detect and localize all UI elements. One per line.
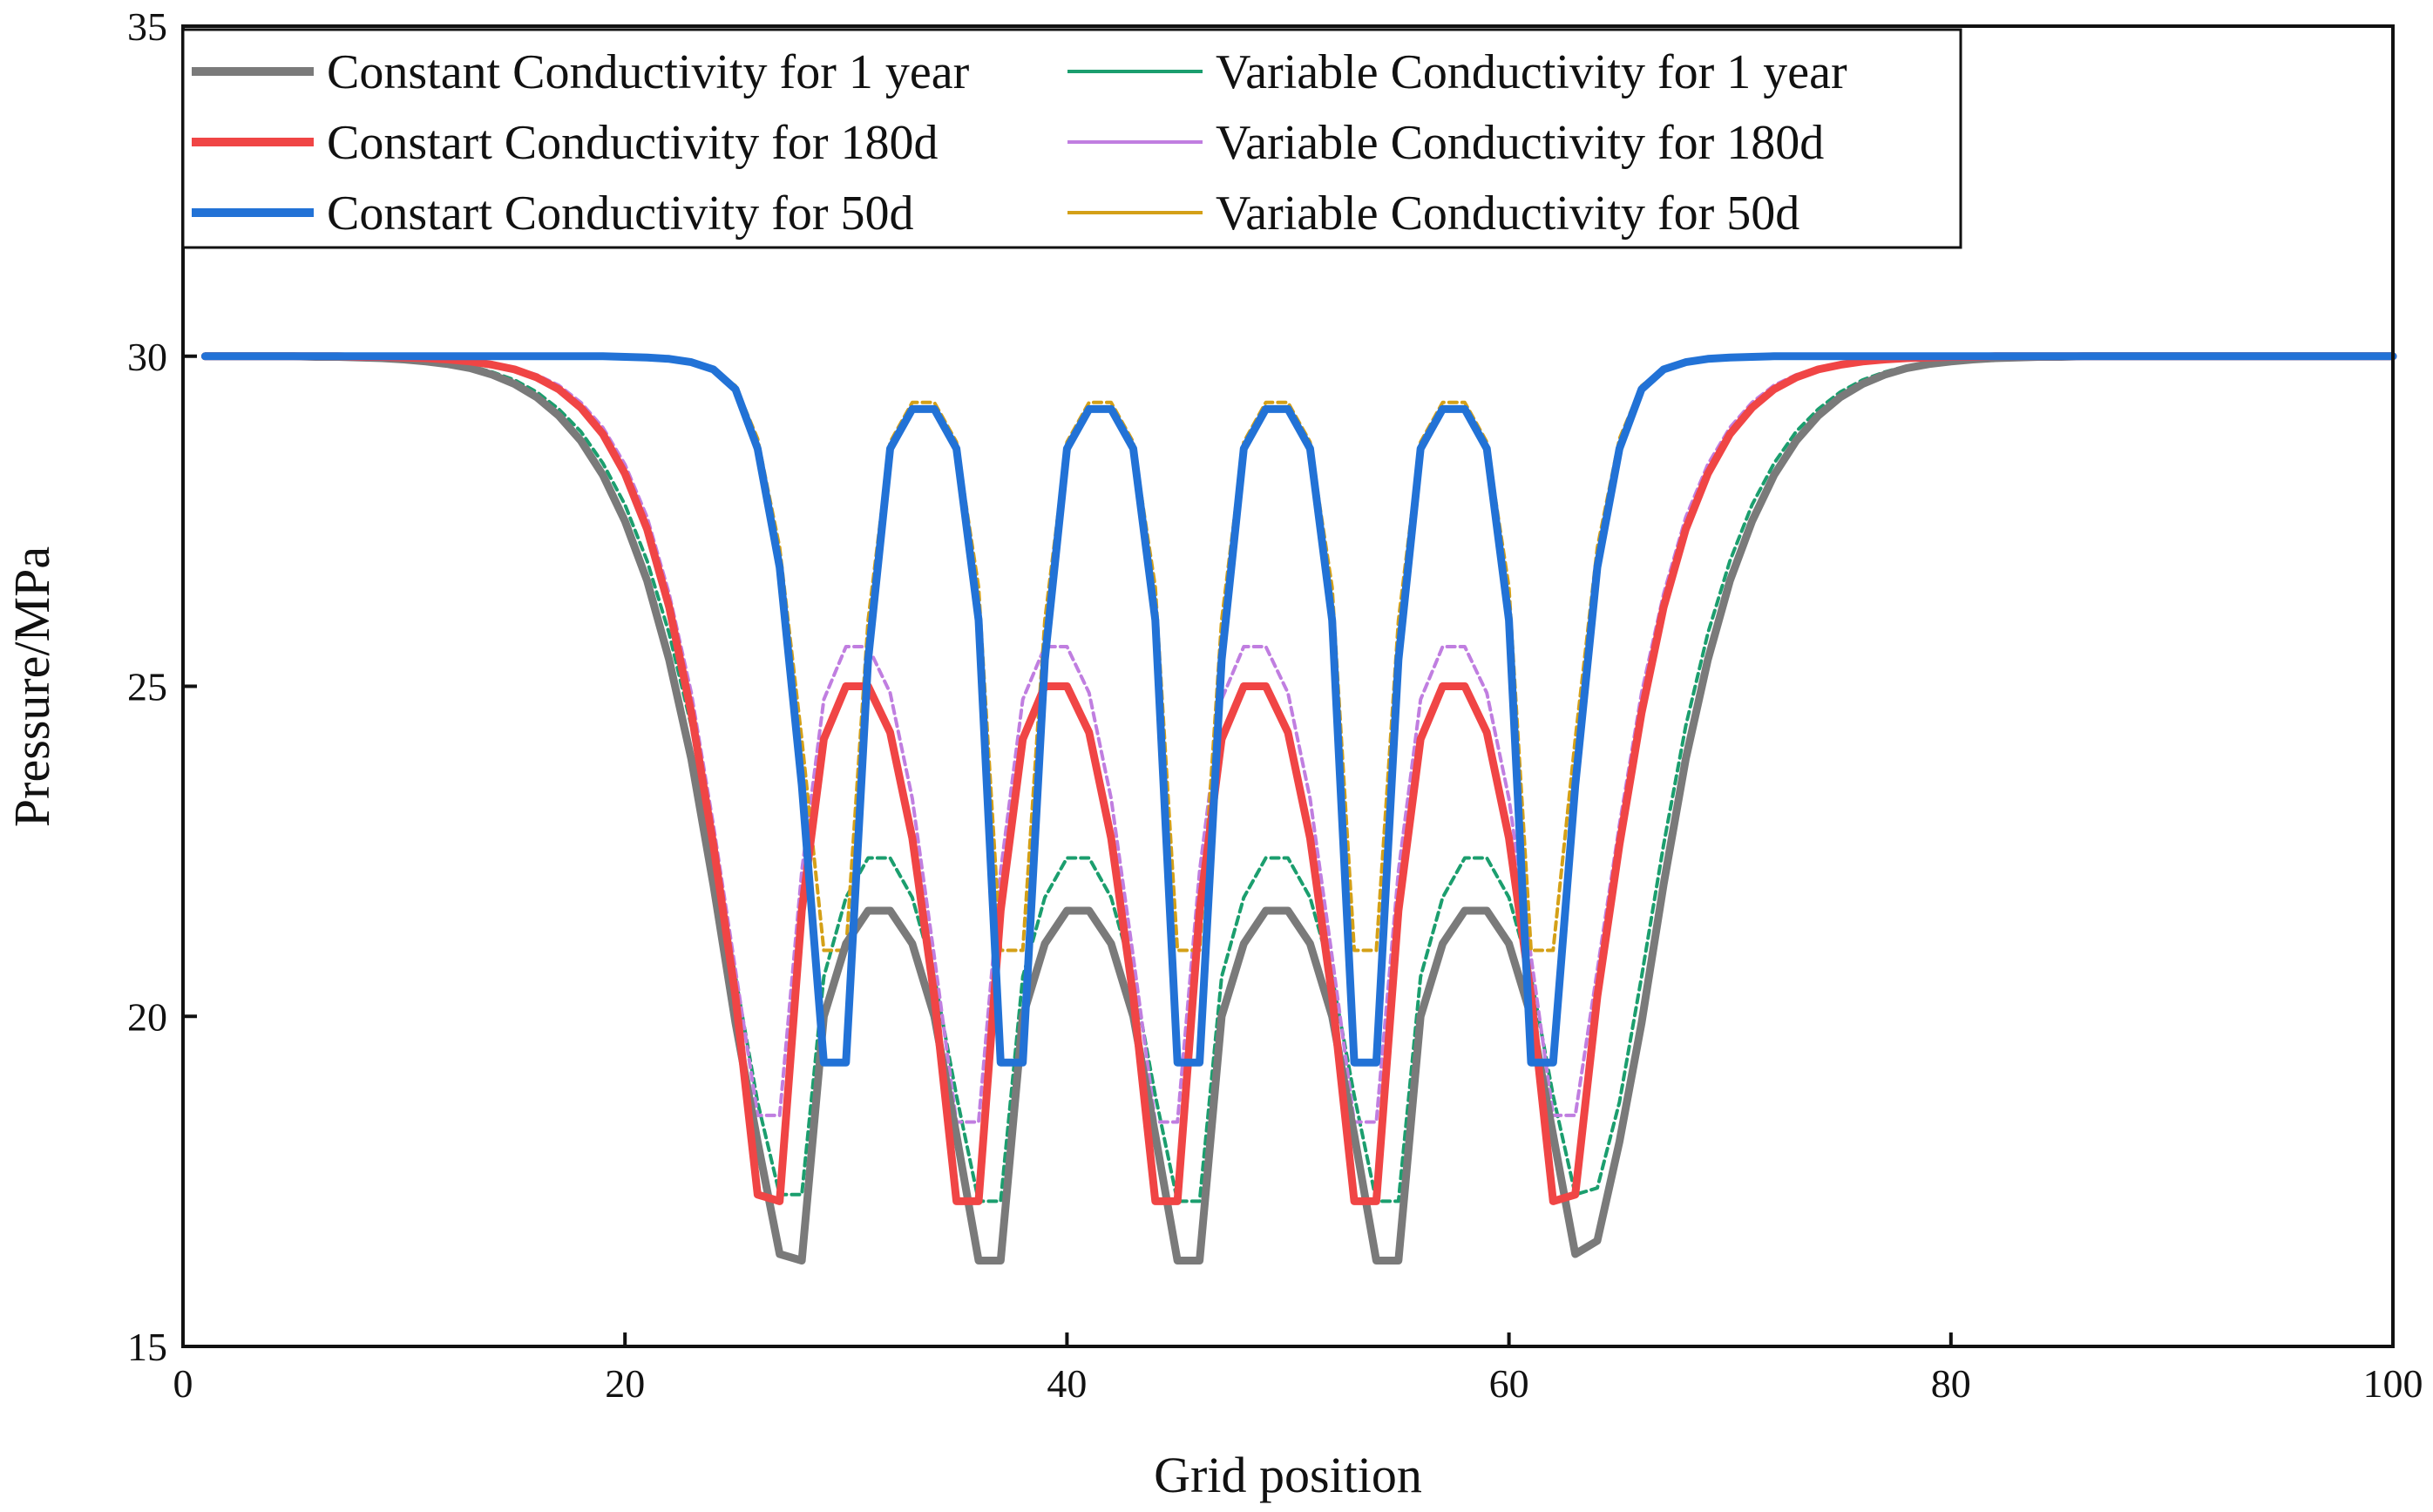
y-tick-label: 30 [127,335,167,379]
legend-label-4: Variable Conductivity for 1 year [1216,45,1847,99]
x-tick-label: 0 [173,1361,193,1406]
series-line-3 [200,352,2397,1067]
x-tick-label: 100 [2363,1361,2423,1406]
y-tick-label: 20 [127,994,167,1039]
x-axis-label: Grid position [1154,1447,1422,1503]
legend: Constant Conductivity for 1 year Constart… [181,28,1962,249]
y-axis-label: Pressure/MPa [3,546,60,827]
legend-label-1: Constant Conductivity for 1 year [327,45,970,99]
series-group [200,352,2397,1265]
x-tick-label: 40 [1047,1361,1087,1406]
axes: 0 20 40 60 80 100 15 20 25 30 35 [127,4,2423,1406]
y-tick-label: 15 [127,1325,167,1369]
legend-label-2: Constart Conductivity for 180d [327,116,939,170]
legend-label-6: Variable Conductivity for 50d [1216,186,1799,241]
x-tick-label: 80 [1931,1361,1971,1406]
x-tick-label: 60 [1489,1361,1529,1406]
legend-label-3: Constart Conductivity for 50d [327,186,914,241]
y-tick-label: 25 [127,665,167,709]
y-tick-label: 35 [127,4,167,49]
legend-label-5: Variable Conductivity for 180d [1216,116,1824,170]
x-tick-label: 20 [605,1361,645,1406]
